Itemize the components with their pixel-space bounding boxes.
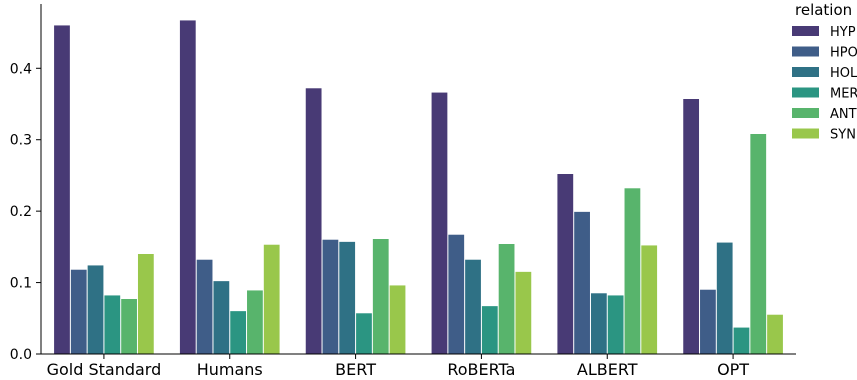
y-tick-label: 0.0 [10, 347, 32, 363]
bar-syn-4 [641, 245, 658, 354]
bar-ant-1 [247, 290, 263, 354]
bar-hpo-1 [196, 259, 213, 354]
x-tick-label: RoBERTa [447, 360, 515, 379]
x-tick-label: OPT [717, 360, 749, 379]
x-tick-label: BERT [335, 360, 376, 379]
legend-swatch-hol [792, 67, 819, 77]
legend-label-hpo: HPO [830, 46, 857, 61]
bar-ant-0 [121, 299, 137, 354]
bar-hol-0 [87, 265, 104, 354]
bar-syn-2 [389, 285, 406, 354]
y-tick-label: 0.3 [10, 133, 32, 149]
y-tick-label: 0.2 [10, 204, 32, 220]
bar-ant-2 [372, 239, 389, 354]
legend-swatch-mer [792, 87, 819, 98]
y-axis-ticks: 0.0 0.1 0.2 0.3 0.4 [10, 61, 41, 363]
bar-hpo-3 [448, 234, 465, 354]
bar-mer-5 [733, 327, 750, 354]
legend-label-hyp: HYP [830, 25, 856, 40]
legend-label-hol: HOL [830, 66, 857, 81]
bar-mer-2 [356, 313, 372, 354]
bar-hpo-2 [322, 239, 339, 354]
x-tick-label: Gold Standard [47, 360, 162, 379]
bar-hpo-5 [700, 289, 716, 354]
bar-mer-0 [104, 295, 121, 354]
bar-hol-5 [716, 242, 733, 354]
x-tick-label: ALBERT [577, 360, 638, 379]
legend-swatch-hyp [792, 26, 819, 36]
bars-layer [54, 20, 783, 355]
legend: relation HYP HPO HOL MER ANT SYN [792, 1, 857, 143]
y-tick-label: 0.1 [10, 276, 32, 292]
legend-swatch-hpo [792, 46, 819, 57]
legend-label-syn: SYN [830, 128, 856, 143]
bar-hyp-5 [683, 99, 700, 354]
bar-syn-0 [137, 254, 154, 354]
legend-label-ant: ANT [830, 107, 857, 122]
bar-ant-4 [624, 188, 641, 354]
bar-mer-1 [230, 311, 247, 354]
bar-hyp-4 [557, 174, 574, 354]
legend-items: HYP HPO HOL MER ANT SYN [792, 25, 857, 143]
bar-ant-5 [750, 134, 767, 354]
bar-syn-5 [767, 314, 783, 354]
bar-hyp-0 [54, 25, 70, 355]
y-tick-label: 0.4 [10, 61, 32, 77]
legend-title: relation [795, 1, 852, 19]
bar-mer-3 [481, 306, 498, 354]
legend-swatch-syn [792, 128, 819, 139]
bar-mer-4 [607, 295, 624, 354]
legend-swatch-ant [792, 108, 819, 118]
bar-hpo-4 [574, 211, 590, 354]
x-axis-ticks: Gold Standard Humans BERT RoBERTa ALBERT OPT [47, 354, 749, 379]
bar-hol-1 [213, 281, 230, 354]
legend-label-mer: MER [830, 87, 857, 102]
bar-hyp-1 [179, 20, 196, 355]
bar-ant-3 [498, 244, 515, 354]
bar-syn-1 [263, 244, 280, 354]
bar-hyp-3 [431, 92, 448, 355]
bar-hol-2 [339, 241, 356, 354]
bar-hpo-0 [70, 269, 87, 354]
bar-syn-3 [515, 271, 532, 354]
bar-hol-4 [590, 293, 607, 354]
bar-hol-3 [465, 259, 481, 354]
x-tick-label: Humans [197, 360, 263, 379]
bar-hyp-2 [305, 88, 322, 355]
